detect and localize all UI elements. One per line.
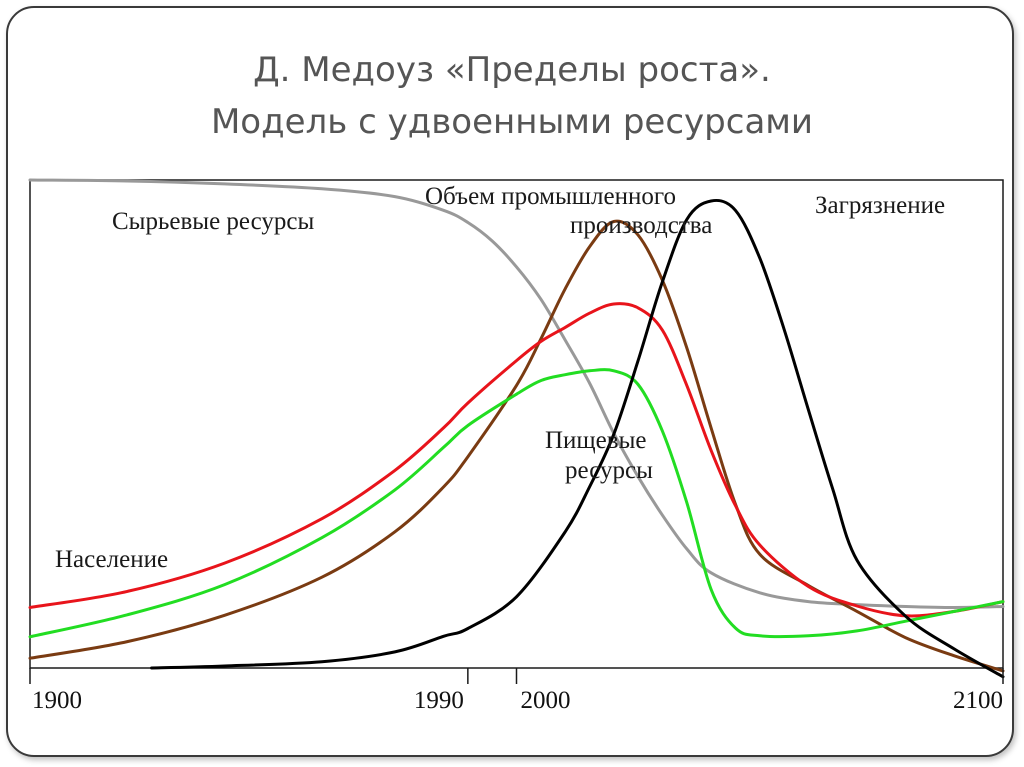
series-label-industrial-output: Объем промышленного bbox=[425, 183, 676, 210]
series-line-raw-resources bbox=[28, 178, 1005, 609]
x-tick-label-1990: 1990 bbox=[414, 687, 464, 714]
slide-title-line-1: Д. Медоуз «Пределы роста». bbox=[253, 50, 771, 90]
series-line-population bbox=[28, 302, 1005, 618]
x-tick-label-2100: 2100 bbox=[953, 687, 1003, 714]
series-label-population: Население bbox=[55, 546, 168, 573]
x-tick-label-1900: 1900 bbox=[32, 687, 82, 714]
x-axis-ticks: 1900 1990 2000 2100 bbox=[29, 668, 1004, 714]
series-layer bbox=[28, 178, 1005, 679]
slide-title-line-2: Модель с удвоенными ресурсами bbox=[210, 102, 814, 142]
series-label-food: Пищевые bbox=[545, 427, 646, 454]
series-line-pollution bbox=[150, 198, 1005, 679]
series-line-food bbox=[28, 368, 1005, 639]
series-label-raw-resources: Сырьевые ресурсы bbox=[112, 208, 314, 235]
x-tick-label-2000: 2000 bbox=[521, 687, 571, 714]
series-label-industrial-output-line-2: производства bbox=[570, 212, 712, 239]
series-label-layer: Сырьевые ресурсы Объем промышленногопроиз… bbox=[55, 183, 945, 573]
series-label-food-line-2: ресурсы bbox=[565, 457, 653, 484]
series-label-pollution: Загрязнение bbox=[815, 192, 945, 219]
